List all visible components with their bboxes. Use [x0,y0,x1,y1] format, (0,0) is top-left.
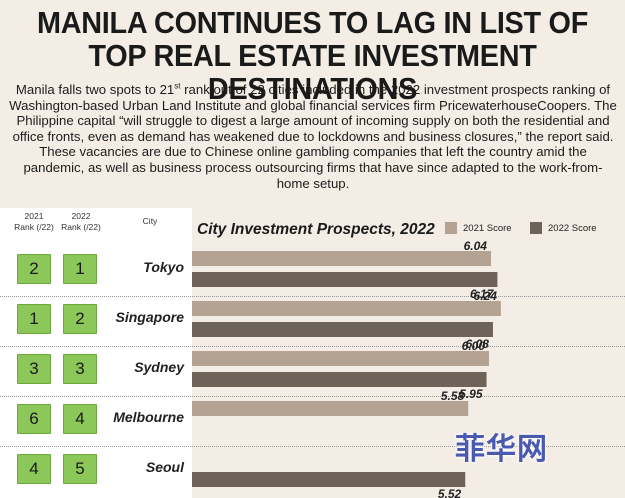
bar-2021-tokyo [192,251,491,266]
headline-line-1: MANILA CONTINUES TO LAG IN LIST OF [36,5,589,40]
row-divider [0,446,625,447]
rank-2022-header-year: 2022 [71,211,91,221]
bar-2021-sydney [192,351,489,366]
bar-2021-singapore [192,301,501,316]
legend-swatch-2021 [445,222,457,234]
intro-superscript: st [174,81,181,91]
value-label-2022-tokyo: 6.17 [470,287,495,301]
value-label-2021-sydney: 6.00 [462,339,486,353]
rank-2021-box: 6 [17,404,51,434]
chart-title: City Investment Prospects, 2022 [197,221,435,238]
watermark-logo: 菲华网 [455,432,548,467]
value-label-2022-sydney: 5.95 [459,387,483,401]
rank-2022-header: 2022 Rank (/22) [59,211,103,233]
rank-2021-box: 3 [17,354,51,384]
value-label-2021-melbourne: 5.58 [441,389,465,403]
city-label: Tokyo [143,259,184,275]
row-divider [0,346,625,347]
city-header: City [142,216,158,226]
row-divider [0,296,625,297]
rank-2021-header-year: 2021 [24,211,44,221]
rank-2022-box: 4 [63,404,97,434]
rank-2022-box: 5 [63,454,97,484]
bar-2021-melbourne [192,401,469,416]
legend-label-2021: 2021 Score [463,223,512,234]
bar-2022-tokyo [192,272,498,287]
city-label: Sydney [134,359,184,375]
bar-2022-sydney [192,372,487,387]
rank-2021-box: 1 [17,304,51,334]
rank-2022-box: 1 [63,254,97,284]
rank-2021-box: 4 [17,454,51,484]
value-label-2021-singapore: 6.24 [474,289,498,303]
headline: MANILA CONTINUES TO LAG IN LIST OF TOP R… [22,6,603,105]
legend-label-2022: 2022 Score [548,223,597,234]
row-divider [0,396,625,397]
intro-text-start: Manila falls two spots to 21 [15,82,175,97]
value-label-2022-singapore: 6.08 [466,337,490,351]
bar-2022-seoul [192,472,466,487]
value-label-2021-tokyo: 6.04 [464,239,488,253]
rank-2022-box: 3 [63,354,97,384]
headline-line-2: TOP REAL ESTATE INVESTMENT DESTINATIONS [88,38,537,106]
rank-2022-box: 2 [63,304,97,334]
value-label-2022-seoul: 5.52 [438,487,462,498]
rank-2021-box: 2 [17,254,51,284]
rank-2021-header: 2021 Rank (/22) [12,211,56,233]
rank-2021-header-label: Rank (/22) [14,222,54,232]
bar-2022-singapore [192,322,493,337]
city-label: Melbourne [113,409,184,425]
legend-swatch-2022 [530,222,542,234]
rank-2022-header-label: Rank (/22) [61,222,101,232]
intro-text-rest: rank out of 22 cities included in the 20… [9,82,617,191]
intro-paragraph: Manila falls two spots to 21st rank out … [8,82,618,191]
city-label: Seoul [145,459,184,475]
city-label: Singapore [115,309,184,325]
